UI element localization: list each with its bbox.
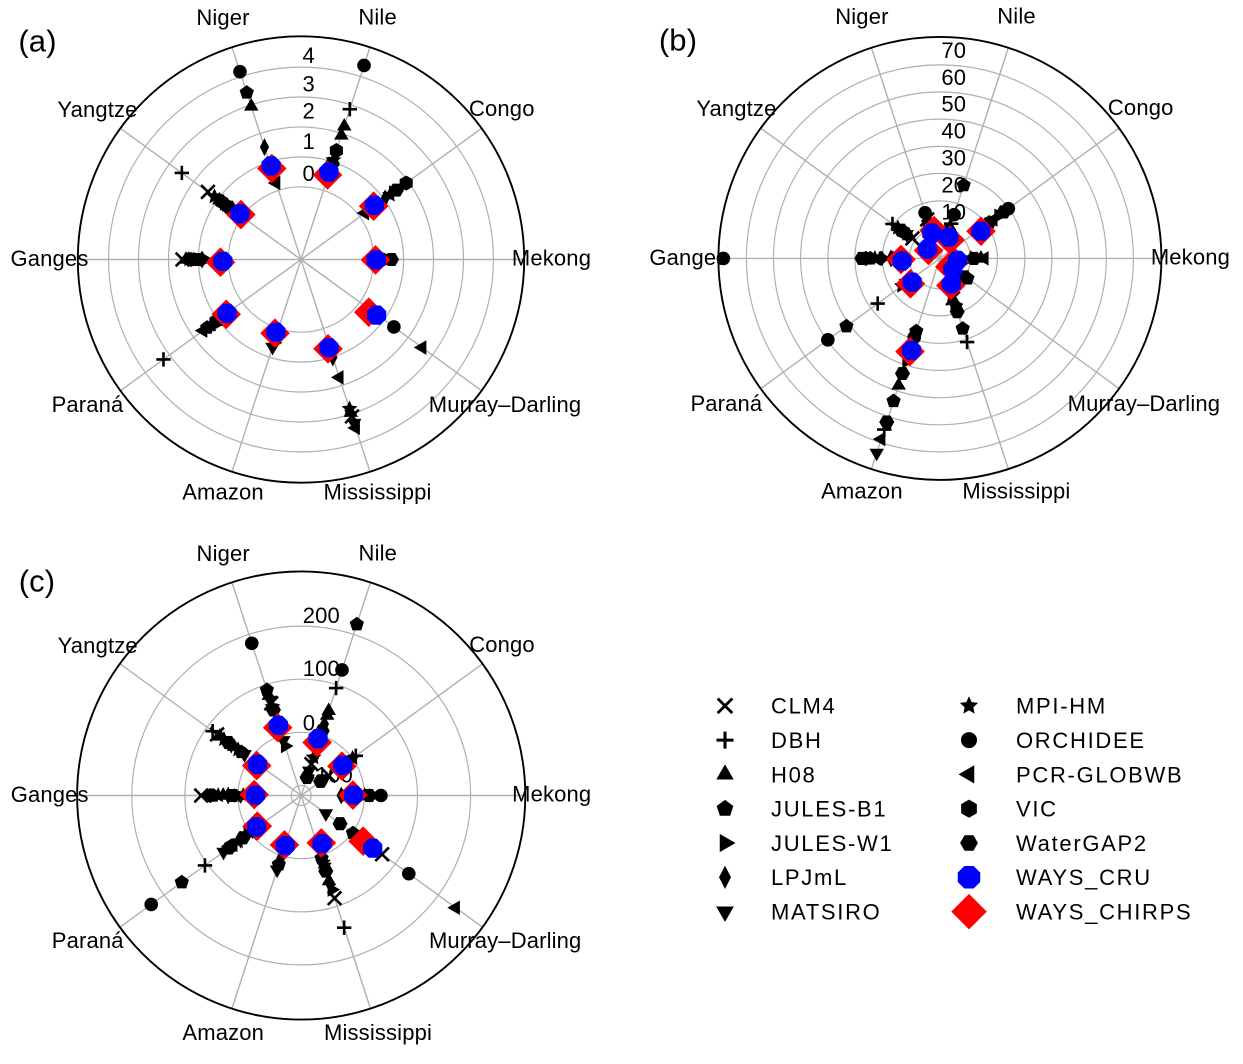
svg-text:Murray–Darling: Murray–Darling xyxy=(429,392,581,417)
svg-text:(a): (a) xyxy=(18,24,56,59)
svg-text:JULES-W1: JULES-W1 xyxy=(771,831,893,856)
svg-text:Mississippi: Mississippi xyxy=(962,478,1070,503)
svg-text:Congo: Congo xyxy=(469,96,535,121)
svg-text:30: 30 xyxy=(941,146,966,171)
svg-text:(b): (b) xyxy=(659,23,697,58)
svg-text:70: 70 xyxy=(941,38,966,63)
svg-text:WaterGAP2: WaterGAP2 xyxy=(1016,831,1148,856)
svg-text:0: 0 xyxy=(303,161,315,186)
svg-text:Yangtze: Yangtze xyxy=(696,96,776,121)
svg-text:WAYS_CHIRPS: WAYS_CHIRPS xyxy=(1016,900,1192,925)
svg-text:PCR-GLOBWB: PCR-GLOBWB xyxy=(1016,762,1183,787)
svg-text:Ganges: Ganges xyxy=(11,246,89,271)
svg-text:WAYS_CRU: WAYS_CRU xyxy=(1016,865,1152,890)
svg-text:MPI-HM: MPI-HM xyxy=(1016,694,1107,719)
svg-text:Mekong: Mekong xyxy=(512,246,591,271)
svg-text:MATSIRO: MATSIRO xyxy=(771,900,882,925)
svg-text:Niger: Niger xyxy=(835,4,888,29)
svg-text:2: 2 xyxy=(303,98,315,123)
svg-text:Nile: Nile xyxy=(359,541,398,566)
svg-text:Paraná: Paraná xyxy=(52,392,124,417)
svg-text:4: 4 xyxy=(303,43,315,68)
svg-text:Yangtze: Yangtze xyxy=(58,633,138,658)
svg-text:Amazon: Amazon xyxy=(182,1020,264,1045)
svg-text:3: 3 xyxy=(303,72,315,97)
svg-text:Niger: Niger xyxy=(196,5,249,30)
svg-text:Congo: Congo xyxy=(1108,95,1174,120)
svg-text:40: 40 xyxy=(941,119,966,144)
svg-text:200: 200 xyxy=(303,603,340,628)
svg-text:Amazon: Amazon xyxy=(821,478,903,503)
svg-text:Nile: Nile xyxy=(358,5,397,30)
svg-text:LPJmL: LPJmL xyxy=(771,865,848,890)
svg-text:Murray–Darling: Murray–Darling xyxy=(429,928,581,953)
svg-text:Mekong: Mekong xyxy=(512,782,591,807)
svg-text:Mississippi: Mississippi xyxy=(324,479,432,504)
svg-text:60: 60 xyxy=(941,65,966,90)
svg-text:JULES-B1: JULES-B1 xyxy=(771,797,887,822)
svg-text:0: 0 xyxy=(303,711,315,736)
svg-text:Nile: Nile xyxy=(997,4,1036,29)
svg-text:Niger: Niger xyxy=(197,541,250,566)
svg-text:Congo: Congo xyxy=(469,632,535,657)
svg-text:DBH: DBH xyxy=(771,728,823,753)
svg-text:H08: H08 xyxy=(771,762,816,787)
svg-text:Ganges: Ganges xyxy=(11,782,89,807)
svg-text:100: 100 xyxy=(303,656,340,681)
svg-text:VIC: VIC xyxy=(1016,797,1058,822)
svg-text:(c): (c) xyxy=(19,564,56,599)
svg-text:ORCHIDEE: ORCHIDEE xyxy=(1016,728,1146,753)
svg-text:1: 1 xyxy=(303,129,315,154)
svg-text:Murray–Darling: Murray–Darling xyxy=(1068,391,1220,416)
svg-text:Mekong: Mekong xyxy=(1151,245,1230,270)
svg-text:50: 50 xyxy=(941,92,966,117)
svg-text:Paraná: Paraná xyxy=(52,928,124,953)
svg-text:Ganges: Ganges xyxy=(649,245,727,270)
svg-text:Mississippi: Mississippi xyxy=(324,1020,432,1045)
svg-text:Amazon: Amazon xyxy=(182,479,264,504)
svg-text:CLM4: CLM4 xyxy=(771,694,837,719)
svg-text:Paraná: Paraná xyxy=(690,391,762,416)
svg-text:Yangtze: Yangtze xyxy=(57,97,137,122)
